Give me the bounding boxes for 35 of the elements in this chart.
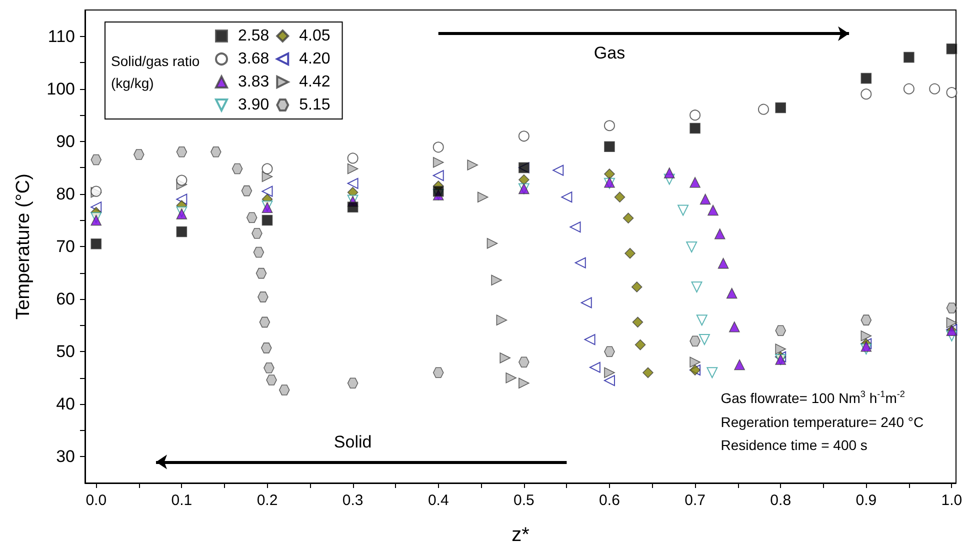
x-tick-label: 0.1: [171, 492, 192, 509]
annotation: Gas: [594, 44, 626, 63]
y-tick-label: 30: [56, 447, 75, 466]
legend-label: 2.58: [238, 28, 270, 44]
legend-label: 3.68: [238, 50, 270, 68]
x-tick-label: 0.5: [513, 492, 534, 509]
x-tick-label: 0.0: [86, 492, 107, 509]
y-tick-label: 60: [56, 290, 75, 309]
x-tick-label: 0.8: [770, 492, 792, 509]
y-axis-title: Temperature (°C): [13, 174, 34, 320]
y-tick-label: 40: [56, 394, 75, 414]
x-axis-title: z*: [512, 524, 530, 546]
y-tick-label: 90: [56, 132, 75, 151]
annotation: Residence time = 400 s: [720, 437, 868, 454]
x-tick-label: 0.4: [428, 492, 449, 509]
legend-label: 5.15: [299, 96, 330, 114]
y-tick-label: 80: [56, 184, 75, 204]
x-tick-label: 0.6: [599, 492, 620, 509]
legend-label: 4.05: [299, 28, 330, 44]
annotation: Regeration temperature= 240 °C: [720, 414, 924, 430]
legend-label: 4.20: [299, 50, 330, 68]
x-tick-label: 0.9: [856, 492, 877, 509]
x-tick-label: 0.2: [256, 492, 278, 509]
x-tick-label: 0.7: [684, 492, 706, 509]
legend-label: 4.42: [299, 74, 330, 90]
y-tick-label: 50: [56, 342, 75, 362]
y-tick-label: 100: [46, 79, 75, 98]
x-tick-label: 0.3: [342, 492, 364, 509]
legend-label: 3.90: [238, 96, 270, 114]
legend-label: 3.83: [238, 74, 270, 90]
y-tick-label: 110: [48, 26, 75, 46]
y-tick-label: 70: [56, 237, 75, 256]
annotation: Solid: [334, 432, 372, 452]
legend-title: Solid/gas ratio (kg/kg): [111, 53, 204, 91]
x-tick-label: 1.0: [941, 492, 962, 509]
